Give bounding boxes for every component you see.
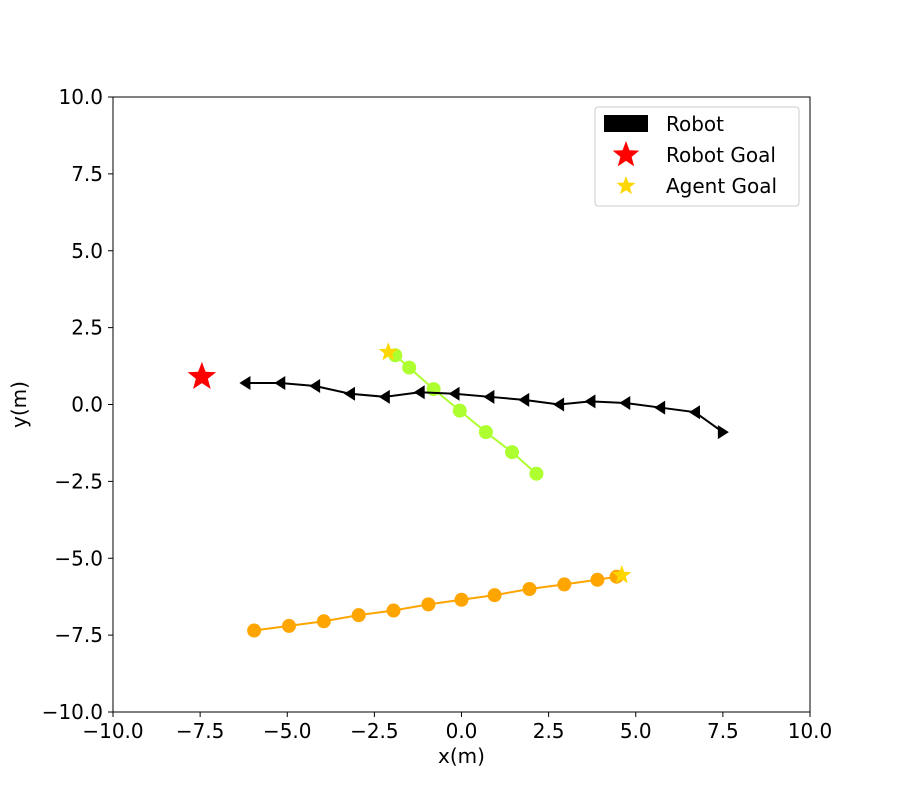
x-tick-label: −2.5 — [350, 719, 399, 743]
robot-heading-marker — [483, 389, 495, 404]
agent-2-position-point — [557, 577, 572, 592]
legend-agent-goal-star-icon — [616, 176, 636, 195]
robot-heading-marker — [448, 386, 460, 401]
y-tick-label: −2.5 — [54, 469, 103, 493]
x-axis-ticks: −10.0 −7.5 −5.0 −2.5 0.0 2.5 5.0 7.5 10.0 — [82, 712, 832, 743]
plot-frame — [112, 96, 811, 713]
robot-heading-marker — [343, 386, 355, 401]
agent-2-position-point — [281, 618, 296, 633]
agent-2-position-point — [454, 592, 469, 607]
y-tick-label: 2.5 — [71, 316, 103, 340]
agent-2-position-point — [421, 597, 436, 612]
x-tick-label: 5.0 — [620, 719, 652, 743]
agent-2-position-point — [590, 572, 605, 587]
agent-goal-star-icon — [378, 342, 398, 361]
agent-1-position-point — [478, 425, 493, 440]
robot-heading-marker — [688, 405, 700, 420]
robot-heading-marker — [413, 385, 425, 400]
robot-heading-marker — [518, 392, 530, 407]
y-axis-label: y(m) — [7, 381, 31, 428]
robot-heading-marker — [274, 375, 286, 390]
x-axis-label: x(m) — [438, 744, 485, 768]
robot-goal-star-icon — [187, 361, 217, 389]
agent-1-position-point — [452, 403, 467, 418]
plot-data — [187, 342, 729, 638]
robot-heading-marker — [309, 379, 321, 394]
y-axis-ticks: 10.0 7.5 5.0 2.5 0.0 −2.5 −5.0 −7.5 −10.0 — [42, 85, 113, 724]
legend: Robot Robot Goal Agent Goal — [594, 106, 800, 207]
robot-heading-marker — [717, 425, 729, 440]
x-tick-label: 0.0 — [446, 719, 478, 743]
legend-robot-goal-star-icon — [612, 141, 640, 167]
legend-agent-goal-label: Agent Goal — [666, 174, 777, 198]
agent-1-position-point — [505, 445, 520, 460]
y-tick-label: −5.0 — [54, 546, 103, 570]
agent-2-position-point — [522, 582, 537, 596]
agent-2-position-point — [386, 603, 401, 618]
y-tick-label: 0.0 — [71, 393, 103, 417]
agent-2-position-point — [247, 623, 262, 638]
robot-heading-marker — [378, 389, 390, 404]
robot-heading-marker — [619, 395, 631, 410]
agent-1-position-point — [529, 466, 544, 481]
y-tick-label: 5.0 — [71, 239, 103, 263]
x-tick-label: 10.0 — [788, 719, 833, 743]
y-tick-label: 7.5 — [71, 162, 103, 186]
agent-2-position-point — [316, 614, 331, 629]
robot-heading-marker — [239, 375, 251, 390]
robot-heading-marker — [584, 394, 596, 409]
legend-robot-goal-label: Robot Goal — [666, 143, 776, 167]
agent-2-position-point — [487, 588, 502, 603]
agent-1-position-point — [402, 360, 417, 375]
robot-heading-marker — [654, 400, 666, 415]
x-tick-label: −7.5 — [176, 719, 225, 743]
y-tick-label: 10.0 — [58, 85, 103, 109]
robot-heading-marker — [553, 397, 565, 412]
agent-2-position-point — [351, 608, 366, 623]
x-tick-label: 2.5 — [533, 719, 565, 743]
y-tick-label: −10.0 — [42, 700, 103, 724]
x-tick-label: −10.0 — [82, 719, 143, 743]
x-tick-label: 7.5 — [707, 719, 739, 743]
legend-robot-swatch — [604, 115, 648, 132]
y-tick-label: −7.5 — [54, 623, 103, 647]
agent-goal-star-icon — [612, 565, 632, 584]
x-tick-label: −5.0 — [263, 719, 312, 743]
legend-robot-label: Robot — [666, 112, 724, 136]
